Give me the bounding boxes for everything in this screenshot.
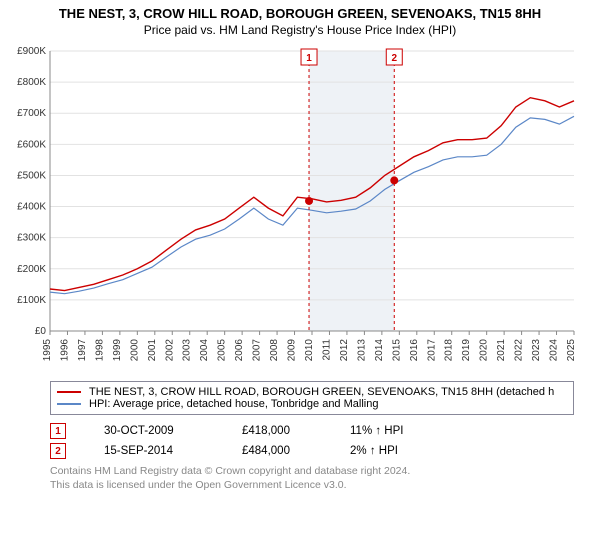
svg-text:1997: 1997 [77,339,88,362]
svg-text:2005: 2005 [217,339,228,362]
transaction-date: 15-SEP-2014 [104,445,204,457]
svg-text:2024: 2024 [549,339,560,362]
footer-attribution: Contains HM Land Registry data © Crown c… [50,465,574,492]
svg-text:2008: 2008 [269,339,280,362]
legend-row-hpi: HPI: Average price, detached house, Tonb… [57,398,567,410]
svg-text:2: 2 [391,53,397,64]
svg-text:2017: 2017 [426,339,437,362]
legend-row-property: THE NEST, 3, CROW HILL ROAD, BOROUGH GRE… [57,386,567,398]
svg-text:2022: 2022 [514,339,525,362]
chart-title: THE NEST, 3, CROW HILL ROAD, BOROUGH GRE… [6,6,594,21]
svg-text:2010: 2010 [304,339,315,362]
legend-swatch-property [57,391,81,393]
transaction-price: £484,000 [242,445,312,457]
transaction-row: 2 15-SEP-2014 £484,000 2% ↑ HPI [50,443,574,459]
svg-text:2016: 2016 [409,339,420,362]
svg-text:2011: 2011 [321,339,332,361]
legend: THE NEST, 3, CROW HILL ROAD, BOROUGH GRE… [50,381,574,415]
svg-text:£200K: £200K [17,264,46,275]
svg-text:1998: 1998 [94,339,105,362]
footer-line: This data is licensed under the Open Gov… [50,479,574,493]
svg-text:2021: 2021 [496,339,507,362]
svg-text:2003: 2003 [182,339,193,362]
svg-text:2023: 2023 [531,339,542,362]
svg-text:£300K: £300K [17,233,46,244]
legend-swatch-hpi [57,403,81,405]
chart-subtitle: Price paid vs. HM Land Registry's House … [6,23,594,37]
svg-text:2004: 2004 [199,339,210,362]
legend-label-hpi: HPI: Average price, detached house, Tonb… [89,398,378,410]
legend-label-property: THE NEST, 3, CROW HILL ROAD, BOROUGH GRE… [89,386,554,398]
svg-text:2001: 2001 [147,339,158,362]
svg-text:2012: 2012 [339,339,350,362]
svg-text:2019: 2019 [461,339,472,362]
svg-text:£100K: £100K [17,295,46,306]
svg-text:2009: 2009 [287,339,298,362]
svg-text:2018: 2018 [444,339,455,362]
svg-text:1995: 1995 [42,339,53,362]
svg-text:2013: 2013 [356,339,367,362]
transaction-price: £418,000 [242,425,312,437]
svg-text:2020: 2020 [479,339,490,362]
svg-text:1996: 1996 [59,339,70,362]
svg-text:2006: 2006 [234,339,245,362]
svg-text:£700K: £700K [17,108,46,119]
svg-text:2007: 2007 [252,339,263,362]
transaction-date: 30-OCT-2009 [104,425,204,437]
svg-text:2014: 2014 [374,339,385,362]
transaction-marker: 1 [50,423,66,439]
transaction-marker: 2 [50,443,66,459]
transaction-row: 1 30-OCT-2009 £418,000 11% ↑ HPI [50,423,574,439]
transactions-list: 1 30-OCT-2009 £418,000 11% ↑ HPI 2 15-SE… [50,423,574,459]
svg-text:£0: £0 [35,326,47,337]
svg-text:£400K: £400K [17,202,46,213]
svg-text:2002: 2002 [164,339,175,362]
svg-text:£500K: £500K [17,170,46,181]
svg-text:£600K: £600K [17,139,46,150]
svg-text:1: 1 [306,53,312,64]
footer-line: Contains HM Land Registry data © Crown c… [50,465,574,479]
svg-text:2015: 2015 [391,339,402,362]
transaction-diff: 2% ↑ HPI [350,445,398,457]
svg-text:2000: 2000 [129,339,140,362]
price-vs-hpi-chart: £0 £100K £200K £300K £400K £500K £600K £700K £80… [6,45,592,375]
transaction-diff: 11% ↑ HPI [350,425,403,437]
svg-text:2025: 2025 [566,339,577,362]
svg-text:£900K: £900K [17,46,46,57]
svg-text:1999: 1999 [112,339,123,362]
svg-text:£800K: £800K [17,77,46,88]
